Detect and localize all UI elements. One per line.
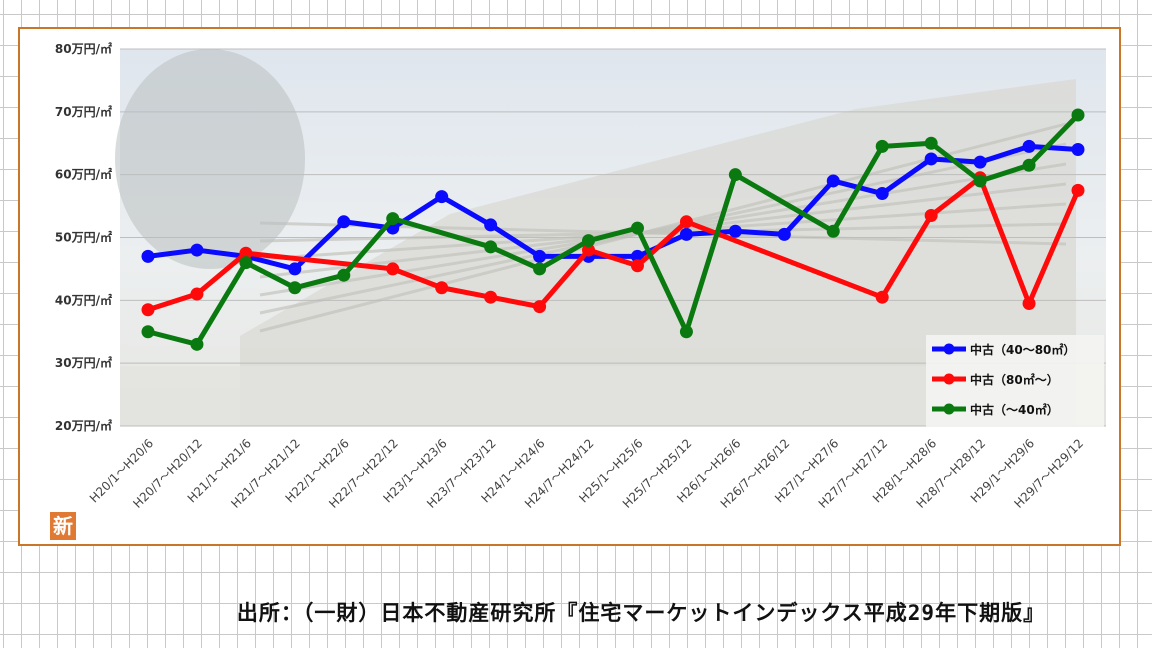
y-tick-label: 40万円/㎡ [55,292,112,307]
data-point [973,155,987,169]
data-point [630,259,644,273]
data-point [924,152,938,166]
data-point [630,221,644,235]
data-point [190,287,204,301]
y-tick-label: 50万円/㎡ [55,230,112,245]
data-point [141,303,155,317]
y-axis-ticks: 20万円/㎡ 30万円/㎡ 40万円/㎡ 50万円/㎡ 60万円/㎡ 70万円/㎡ 80万円… [55,41,112,433]
data-point [288,262,302,276]
data-point [337,268,351,282]
series-3 [141,108,1085,351]
x-axis-ticks: H20/1～H20/6H20/7～H20/12H21/1～H21/6H21/7～… [87,436,1086,511]
y-tick-label: 80万円/㎡ [55,41,112,56]
data-point [924,209,938,223]
data-point [777,227,791,241]
data-point [1022,158,1036,172]
data-point [679,325,693,339]
data-point [582,234,596,248]
data-point [533,262,547,276]
new-badge: 新 [50,512,76,540]
data-point [190,337,204,351]
data-point [435,281,449,295]
data-point [924,136,938,150]
data-point [582,243,596,257]
data-point [1071,108,1085,122]
legend-label: 中古（～40㎡） [970,402,1059,417]
data-point [386,262,400,276]
data-point [239,246,253,260]
data-point [875,139,889,153]
data-point [728,224,742,238]
data-point [1071,143,1085,157]
data-point [435,190,449,204]
y-tick-label: 60万円/㎡ [55,167,112,182]
data-point [533,300,547,314]
data-point [826,224,840,238]
data-point [1022,296,1036,310]
data-point [239,256,253,270]
series-line [147,113,1080,347]
legend: 中古（40～80㎡） 中古（80㎡～） 中古（～40㎡） [926,335,1104,427]
legend-label: 中古（80㎡～） [970,372,1059,387]
y-tick-label: 30万円/㎡ [55,355,112,370]
building-shape [240,79,1076,426]
data-point [1071,183,1085,197]
data-point [484,290,498,304]
y-tick-label: 20万円/㎡ [55,418,112,433]
legend-item: 中古（80㎡～） [932,372,1059,387]
legend-marker [943,403,955,415]
legend-marker [943,343,955,355]
data-point [533,249,547,263]
data-point [141,325,155,339]
data-point [826,174,840,188]
data-point [190,243,204,257]
chart-frame: 20万円/㎡ 30万円/㎡ 40万円/㎡ 50万円/㎡ 60万円/㎡ 70万円/㎡ 80万円… [18,27,1121,546]
legend-item: 中古（～40㎡） [932,402,1059,417]
line-chart: 20万円/㎡ 30万円/㎡ 40万円/㎡ 50万円/㎡ 60万円/㎡ 70万円/㎡ 80万円… [55,41,1106,511]
data-point [1022,139,1036,153]
data-point [875,290,889,304]
data-point [288,281,302,295]
data-point [484,218,498,232]
data-point [337,215,351,229]
data-point [679,227,693,241]
source-caption: 出所：（一財）日本不動産研究所『住宅マーケットインデックス平成29年下期版』 [236,601,1046,625]
data-point [973,174,987,188]
data-point [679,215,693,229]
y-tick-label: 70万円/㎡ [55,104,112,119]
gridlines [120,48,1106,427]
legend-item: 中古（40～80㎡） [932,342,1075,357]
data-point [141,249,155,263]
data-point [484,240,498,254]
tree-shape [115,49,305,269]
legend-marker [943,373,955,385]
series-lines [141,108,1085,351]
data-point [386,212,400,226]
legend-label: 中古（40～80㎡） [970,342,1075,357]
data-point [728,168,742,182]
data-point [875,187,889,201]
